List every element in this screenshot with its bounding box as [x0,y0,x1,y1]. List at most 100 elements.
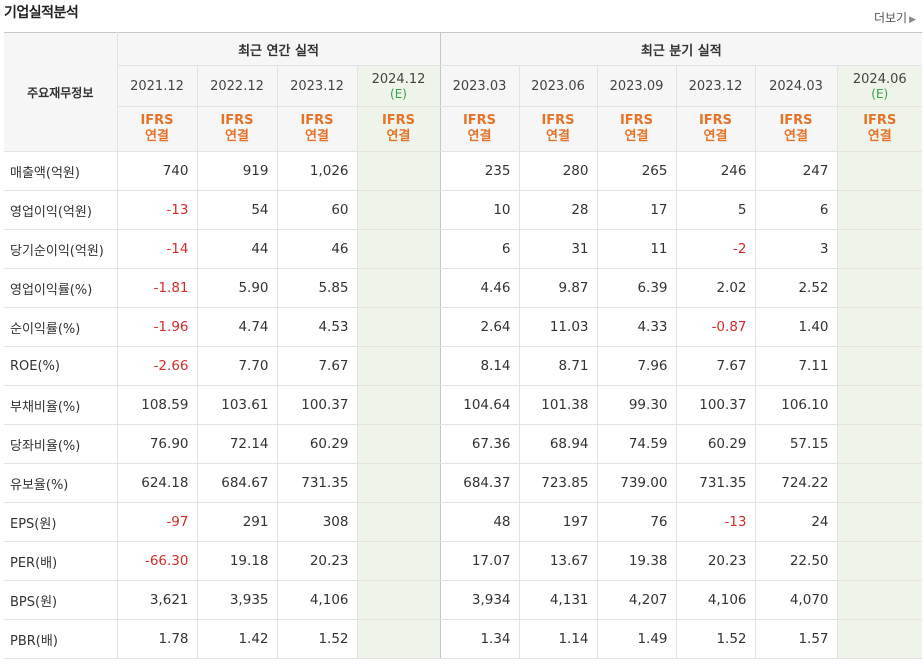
annual-value-cell [356,502,441,542]
quarter-value-cell: 2.52 [754,268,838,308]
quarter-value-cell: 4,207 [596,580,677,620]
quarter-value-cell: 1.49 [596,619,677,659]
period-header: 2022.12 [196,65,278,107]
standard-line1: IFRS [698,113,733,128]
quarter-value-cell: 17.07 [439,541,520,581]
quarter-value-cell: 3 [754,229,838,269]
quarter-value-cell [836,424,923,464]
period-header: 2024.03 [754,65,838,107]
quarter-value-cell: 247 [754,151,838,191]
quarter-value-cell: 19.38 [596,541,677,581]
table-row: 매출액(억원) 740 919 1,026 235 280 265 246 247 [4,151,923,191]
quarter-value-cell: 10 [439,190,520,230]
standard-line2: 연결 [467,129,492,144]
period-date: 2024.12 [371,71,426,87]
annual-value-cell [356,346,441,386]
quarter-value-cell: 280 [518,151,598,191]
quarter-value-cell [836,229,923,269]
standard-line2: 연결 [546,129,570,144]
standard-line1: IFRS [140,113,174,128]
standard-line2: 연결 [867,129,892,144]
quarter-value-cell: 1.14 [518,619,598,659]
quarter-value-cell: 7.96 [596,346,677,386]
annual-value-cell: 7.70 [196,346,278,386]
standard-line1: IFRS [779,113,813,128]
quarter-value-cell: 8.71 [518,346,598,386]
annual-value-cell [356,151,441,191]
annual-value-cell [356,463,441,503]
annual-value-cell [356,190,441,230]
quarter-value-cell: -0.87 [675,307,756,347]
period-date: 2022.12 [210,78,264,94]
quarter-value-cell: 17 [596,190,677,230]
annual-value-cell: 103.61 [196,385,278,425]
standard-line1: IFRS [381,113,416,128]
accounting-standard-header: IFRS 연결 [117,106,198,152]
table-row: BPS(원) 3,621 3,935 4,106 3,934 4,131 4,207 4,10… [4,580,923,620]
annual-value-cell [356,385,441,425]
period-header: 2023.12 [675,65,756,107]
accounting-standard-header: IFRS 연결 [356,106,441,152]
table-row: 영업이익(억원) -13 54 60 10 28 17 5 6 [4,190,923,230]
quarter-value-cell: 739.00 [596,463,677,503]
quarter-value-cell [836,307,923,347]
standard-line1: IFRS [300,113,334,128]
quarter-value-cell: 235 [439,151,520,191]
period-date: 2021.12 [130,78,184,94]
table-header: 주요재무정보 최근 연간 실적 최근 분기 실적 2021.12 2022.12 2023… [4,32,923,152]
standard-line1: IFRS [863,113,897,128]
quarter-value-cell [836,580,923,620]
period-date: 2024.06 [852,71,907,87]
table-row: PER(배) -66.30 19.18 20.23 17.07 13.67 19.38 20.… [4,541,923,581]
annual-value-cell: -66.30 [116,541,198,581]
accounting-standard-header: IFRS 연결 [675,106,756,152]
period-header: 2024.06 (E) [836,65,923,107]
quarter-value-cell [836,151,923,191]
quarter-value-cell [836,463,923,503]
period-header: 2021.12 [117,65,198,107]
quarter-value-cell [836,619,923,659]
quarter-value-cell: 246 [675,151,756,191]
period-date: 2023.03 [452,78,507,94]
accounting-standard-header: IFRS 연결 [836,106,923,152]
table-row: ROE(%) -2.66 7.70 7.67 8.14 8.71 7.96 7.67 7.11 [4,346,923,386]
annual-value-cell: 4,106 [276,580,358,620]
annual-value-cell: 919 [196,151,278,191]
quarter-value-cell: 22.50 [754,541,838,581]
quarter-value-cell: 67.36 [439,424,520,464]
period-header: 2024.12 (E) [356,65,441,107]
annual-value-cell: 740 [116,151,198,191]
quarter-value-cell: 76 [596,502,677,542]
row-label: 부채비율(%) [4,385,118,425]
period-date: 2024.03 [769,78,823,94]
quarter-value-cell: 11.03 [518,307,598,347]
table-row: 부채비율(%) 108.59 103.61 100.37 104.64 101.38 99.… [4,385,923,425]
quarter-value-cell: 4,131 [518,580,598,620]
quarter-value-cell: 48 [439,502,520,542]
quarter-value-cell [836,190,923,230]
quarter-value-cell: 724.22 [754,463,838,503]
row-label-header: 주요재무정보 [4,32,118,152]
annual-value-cell: 624.18 [116,463,198,503]
quarter-value-cell: 9.87 [518,268,598,308]
standard-line2: 연결 [386,129,411,144]
quarter-value-cell: 101.38 [518,385,598,425]
quarter-value-cell: 1.40 [754,307,838,347]
quarter-value-cell [836,268,923,308]
annual-value-cell: 60.29 [276,424,358,464]
estimate-badge: (E) [390,86,407,101]
row-label: ROE(%) [4,346,118,386]
more-link[interactable]: 더보기 ▶ [874,9,916,26]
annual-value-cell: 19.18 [196,541,278,581]
row-label: PBR(배) [4,619,118,659]
estimate-badge: (E) [871,86,889,101]
annual-value-cell: 1.52 [276,619,358,659]
quarter-value-cell: 1.34 [439,619,520,659]
accounting-standard-header: IFRS 연결 [439,106,520,152]
row-label: 당기순이익(억원) [4,229,118,269]
annual-value-cell: 684.67 [196,463,278,503]
annual-value-cell: 4.53 [276,307,358,347]
quarter-value-cell: 4.46 [439,268,520,308]
table-row: EPS(원) -97 291 308 48 197 76 -13 24 [4,502,923,542]
